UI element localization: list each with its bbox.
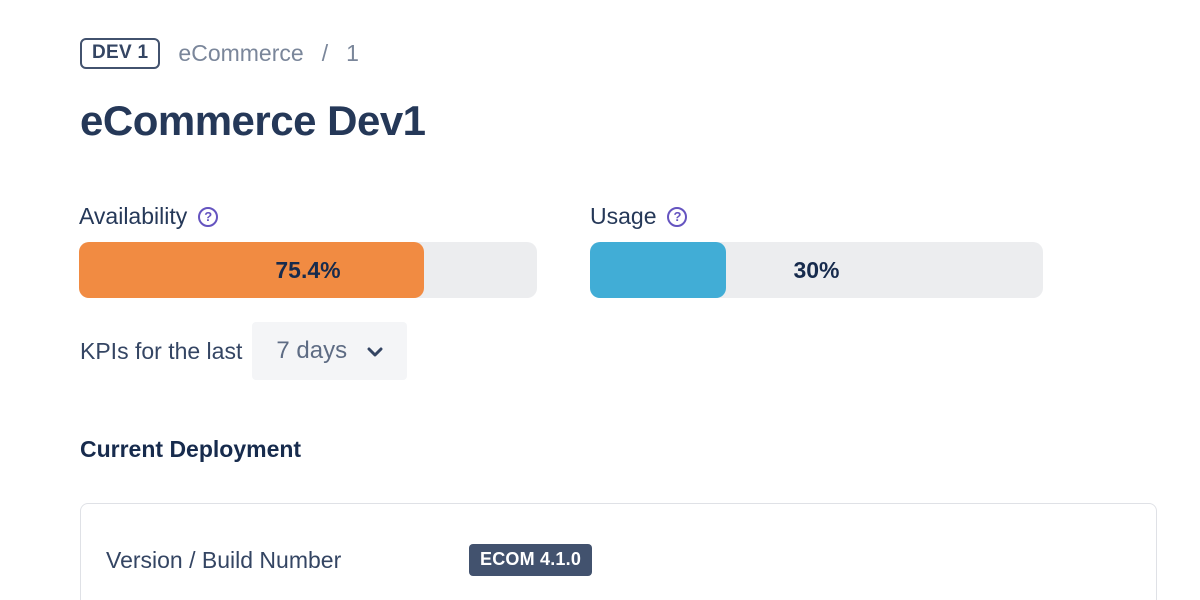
availability-label: Availability <box>79 203 188 229</box>
deployment-card: Version / Build Number ECOM 4.1.0 <box>80 503 1157 600</box>
page-title: eCommerce Dev1 <box>80 97 426 144</box>
current-deployment-heading: Current Deployment <box>80 436 302 462</box>
period-dropdown-value: 7 days <box>276 337 348 364</box>
kpi-period-label: KPIs for the last <box>80 337 243 364</box>
version-badge: ECOM 4.1.0 <box>469 544 593 576</box>
breadcrumb-item-link[interactable]: 1 <box>346 40 359 66</box>
availability-help-icon[interactable]: ? <box>198 206 219 227</box>
chevron-down-icon <box>367 347 383 358</box>
usage-value: 30% <box>793 256 840 283</box>
version-build-label: Version / Build Number <box>106 546 342 573</box>
period-dropdown[interactable]: 7 days <box>252 322 408 380</box>
kpi-period-row: KPIs for the last 7 days <box>80 322 1200 380</box>
environment-badge: DEV 1 <box>80 38 161 69</box>
availability-kpi: Availability ? 75.4% <box>79 203 537 298</box>
breadcrumb-separator: / <box>321 40 329 66</box>
breadcrumb-project-link[interactable]: eCommerce <box>178 40 304 66</box>
usage-kpi: Usage ? 30% <box>590 203 1043 298</box>
usage-progress-bar: 30% <box>590 242 1043 298</box>
deployment-version-row: Version / Build Number ECOM 4.1.0 <box>81 504 1156 576</box>
breadcrumb: DEV 1 eCommerce / 1 <box>0 0 1200 69</box>
kpi-section: Availability ? 75.4% Usage ? 30% <box>79 203 1200 298</box>
availability-progress-fill <box>79 242 425 298</box>
usage-label: Usage <box>590 203 657 229</box>
availability-progress-bar: 75.4% <box>79 242 537 298</box>
usage-help-icon[interactable]: ? <box>667 206 688 227</box>
usage-progress-fill <box>590 242 726 298</box>
availability-value: 75.4% <box>275 256 341 283</box>
